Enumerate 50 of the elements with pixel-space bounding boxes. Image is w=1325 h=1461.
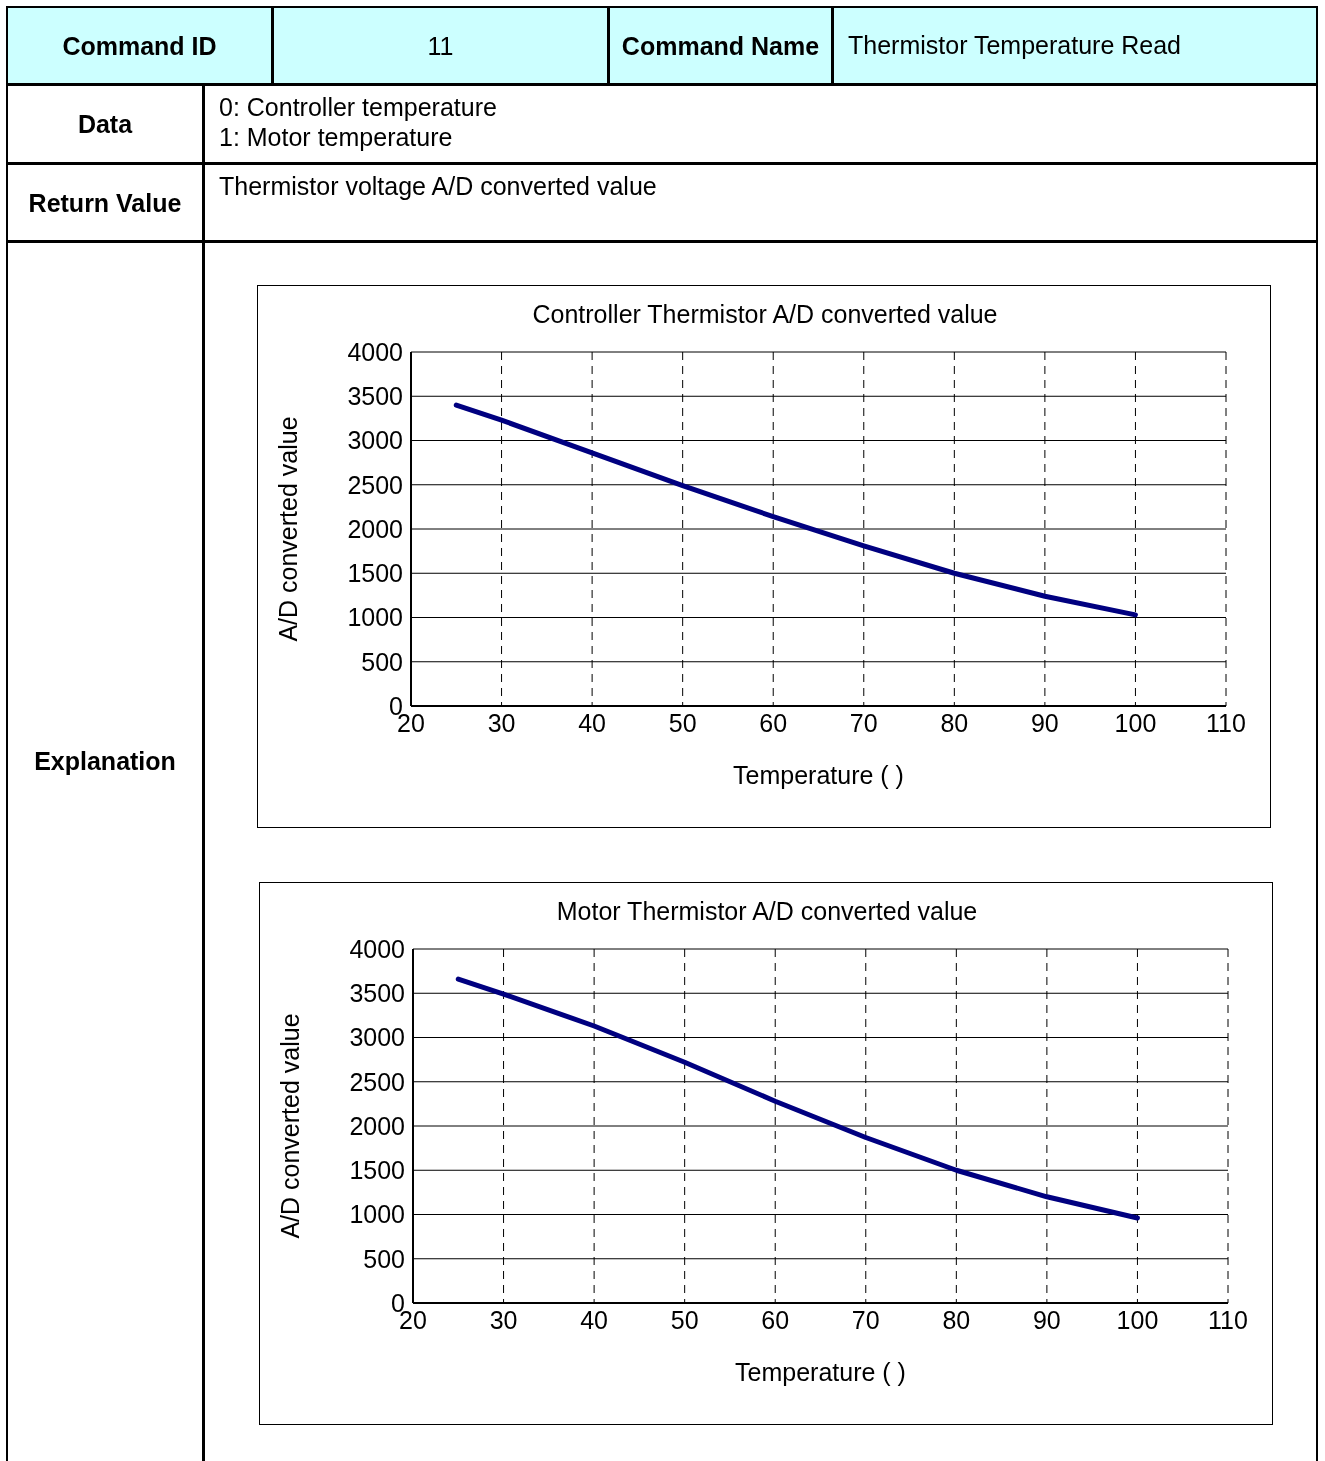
- x-tick-label: 30: [487, 708, 516, 737]
- x-tick-label: 110: [1206, 708, 1246, 737]
- y-tick-label: 2500: [349, 1067, 405, 1096]
- text: Explanation: [34, 746, 176, 776]
- text: Thermistor Temperature Read: [848, 30, 1182, 60]
- y-tick-label: 4000: [349, 934, 405, 963]
- x-tick-label: 70: [849, 708, 878, 737]
- x-tick-label: 30: [489, 1305, 518, 1334]
- y-axis-title: A/D converted value: [273, 416, 302, 642]
- x-tick-label: 40: [578, 708, 607, 737]
- chart-title: Controller Thermistor A/D converted value: [531, 300, 999, 329]
- x-tick-label: 40: [580, 1305, 609, 1334]
- text: Return Value: [6, 163, 204, 242]
- x-tick-label: 90: [1030, 708, 1059, 737]
- x-axis-title: Temperature ( ): [735, 1358, 906, 1386]
- x-tick-label: 90: [1032, 1305, 1061, 1334]
- y-tick-label: 3000: [347, 426, 403, 455]
- x-tick-label: 50: [670, 1305, 699, 1334]
- y-axis-title: A/D converted value: [275, 1013, 304, 1239]
- y-tick-label: 3500: [347, 382, 403, 411]
- x-tick-label: 70: [851, 1305, 880, 1334]
- text: 1: Motor temperature: [219, 122, 453, 152]
- x-tick-label: 80: [942, 1305, 971, 1334]
- y-tick-label: 3000: [349, 1023, 405, 1052]
- y-tick-label: 500: [363, 1244, 405, 1273]
- y-tick-label: 2000: [349, 1111, 405, 1140]
- y-tick-label: 500: [361, 647, 403, 676]
- y-tick-label: 2000: [347, 514, 403, 543]
- text: 11: [272, 6, 609, 85]
- x-tick-label: 60: [759, 708, 788, 737]
- x-tick-label: 100: [1116, 1305, 1159, 1334]
- x-tick-label: 100: [1114, 708, 1157, 737]
- y-tick-label: 1000: [347, 603, 403, 632]
- text: Command Name: [608, 6, 833, 85]
- text: Thermistor voltage A/D converted value: [219, 171, 657, 201]
- text: Command ID: [6, 6, 273, 85]
- x-tick-label: 60: [761, 1305, 790, 1334]
- y-tick-label: 2500: [347, 470, 403, 499]
- x-tick-label: 110: [1208, 1305, 1248, 1334]
- text: 0: Controller temperature: [219, 92, 497, 122]
- x-tick-label: 80: [940, 708, 969, 737]
- chart-title: Motor Thermistor A/D converted value: [555, 897, 979, 926]
- y-tick-label: 3500: [349, 979, 405, 1008]
- x-axis-title: Temperature ( ): [733, 761, 904, 789]
- y-tick-label: 1500: [349, 1156, 405, 1185]
- text: Data: [6, 84, 204, 164]
- x-tick-label: 50: [668, 708, 697, 737]
- y-tick-label: 1000: [349, 1200, 405, 1229]
- y-tick-label: 1500: [347, 559, 403, 588]
- y-tick-label: 4000: [347, 337, 403, 366]
